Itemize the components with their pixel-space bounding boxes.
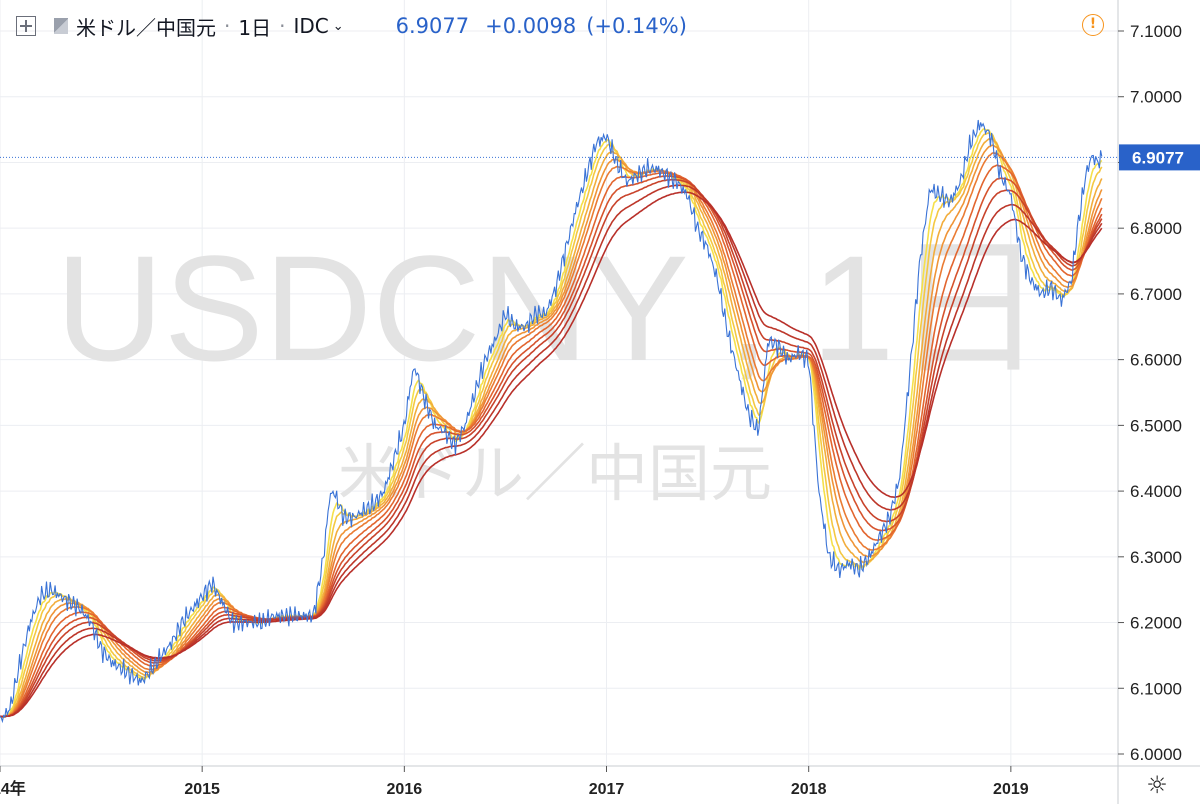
x-tick-label: 2019 [993,781,1029,798]
last-price: 6.9077 [395,14,470,38]
last-price-badge-label: 6.9077 [1132,148,1184,167]
watermark-symbol: USDCNY , 1日 [55,224,1044,392]
interval-label[interactable]: 1日 [238,15,272,40]
x-tick-label: 2014年 [0,779,26,798]
y-tick-label: 6.7000 [1130,285,1182,304]
settings-icon[interactable]: ☼ [1146,771,1168,799]
x-tick-label: 2017 [589,781,625,798]
y-tick-label: 6.0000 [1130,745,1182,764]
symbol-flag-icon [54,18,68,34]
y-tick-label: 6.4000 [1130,482,1182,501]
ema-ribbon-line [0,128,1103,719]
y-tick-label: 7.1000 [1130,22,1182,41]
y-tick-label: 6.1000 [1130,679,1182,698]
chart-header: 米ドル／中国元 · 1日 · IDC ⌄ 6.9077 +0.0098 (+0.… [0,0,1118,52]
symbol-name[interactable]: 米ドル／中国元 [76,15,216,40]
ema-ribbon-line [0,132,1103,718]
y-tick-label: 6.5000 [1130,416,1182,435]
y-tick-label: 6.6000 [1130,351,1182,370]
ema-ribbon-line [0,152,1103,718]
ema-ribbon-line [0,164,1103,718]
price-change: +0.0098 [485,14,577,38]
price-change-percent: (+0.14%) [586,14,687,38]
y-tick-label: 6.8000 [1130,219,1182,238]
price-line [0,119,1103,724]
y-tick-label: 7.0000 [1130,88,1182,107]
x-tick-label: 2018 [791,781,827,798]
last-price-badge [1119,144,1200,171]
ema-ribbon-line [0,144,1103,718]
data-source[interactable]: IDC [293,14,329,38]
ema-ribbon-line [0,138,1103,718]
y-tick-label: 6.2000 [1130,614,1182,633]
chevron-down-icon[interactable]: ⌄ [332,18,344,34]
y-tick-label: 6.3000 [1130,548,1182,567]
x-tick-label: 2016 [387,781,423,798]
x-tick-label: 2015 [184,781,220,798]
separator-dot: · [279,14,286,38]
separator-dot: · [224,14,231,38]
ema-ribbon-line [0,191,1103,718]
alert-icon[interactable]: ! [1082,14,1104,36]
expand-icon[interactable] [16,16,36,36]
